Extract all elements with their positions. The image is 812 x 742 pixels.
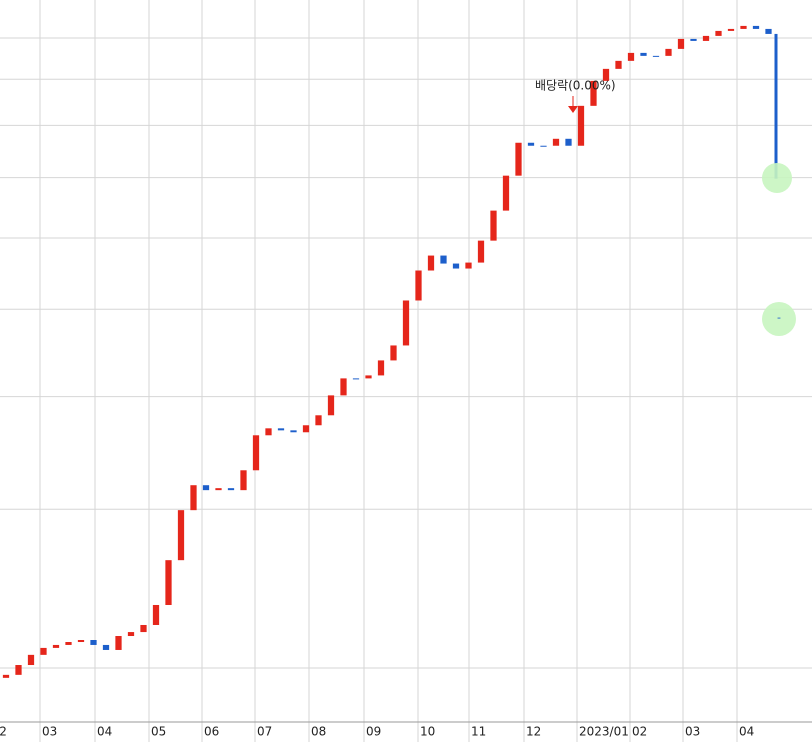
candle-body <box>252 435 260 471</box>
candles <box>2 25 778 678</box>
candle-body <box>677 38 685 49</box>
candle-body <box>402 300 410 346</box>
candle-body <box>627 52 635 61</box>
candle-body <box>2 674 10 678</box>
candle-body <box>515 142 522 176</box>
candle-body <box>227 488 235 491</box>
x-tick-label: 12 <box>526 725 541 739</box>
x-tick-label: 2 <box>0 725 7 739</box>
candle-body <box>715 30 722 36</box>
candle-body <box>52 644 60 648</box>
candle-body <box>365 375 372 379</box>
candle-body <box>177 510 185 561</box>
candle-body <box>215 488 222 491</box>
x-tick-label: 05 <box>151 725 166 739</box>
candle-body <box>152 604 160 625</box>
candle-body <box>615 60 622 69</box>
candle-body <box>15 665 22 675</box>
candle-body <box>490 210 497 241</box>
candle-body <box>127 632 135 637</box>
candle-body <box>577 105 585 146</box>
candle-body <box>102 644 110 650</box>
candle-body <box>140 624 147 633</box>
candle-body <box>540 145 547 147</box>
candle-body <box>327 395 335 416</box>
x-tick-label: 06 <box>204 725 219 739</box>
candle-body <box>465 262 472 269</box>
x-tick-label: 02 <box>632 725 647 739</box>
candle-body <box>190 485 197 511</box>
candle-body <box>765 28 772 34</box>
candle-body <box>452 263 460 269</box>
candle-body <box>640 52 647 56</box>
candle-body <box>265 428 272 436</box>
candle-body <box>315 415 322 426</box>
candle-body <box>477 240 485 263</box>
x-tick-label: 07 <box>257 725 272 739</box>
candle-body <box>740 25 747 29</box>
candle-body <box>277 428 285 431</box>
candle-body <box>727 28 735 31</box>
candle-body <box>302 425 310 433</box>
candle-body <box>240 470 247 491</box>
candle-body <box>690 38 697 41</box>
candle-body <box>115 636 122 650</box>
candle-body <box>377 360 385 376</box>
candle-body <box>290 430 297 433</box>
x-tick-label: 03 <box>42 725 57 739</box>
x-tick-label: 08 <box>311 725 326 739</box>
x-tick-label: 03 <box>685 725 700 739</box>
candle-body <box>552 138 560 146</box>
candle-body <box>652 55 660 57</box>
candle-body <box>340 378 347 396</box>
marker-label: - <box>777 311 781 324</box>
x-tick-label: 04 <box>97 725 112 739</box>
marker-circle <box>762 163 792 193</box>
overlay: 배당락(0.00%) <box>535 79 616 113</box>
candle-body <box>602 68 610 81</box>
x-tick-label: 04 <box>739 725 754 739</box>
candle-body <box>77 640 85 643</box>
marker-circle <box>762 302 796 336</box>
candle-body <box>665 48 672 56</box>
annotation-text: 배당락(0.00%) <box>535 79 616 93</box>
candle-body <box>65 642 72 645</box>
candle-body <box>27 654 35 666</box>
candle-body <box>590 80 597 106</box>
candle-body <box>774 33 778 179</box>
candle-body <box>352 378 360 380</box>
candle-body <box>165 560 172 605</box>
candle-body <box>202 485 210 491</box>
x-tick-label: 2023/01 <box>579 725 629 739</box>
candle-body <box>502 175 510 211</box>
candle-body <box>90 640 97 645</box>
candle-body <box>702 35 710 41</box>
candle-body <box>40 647 47 655</box>
candle-body <box>390 345 397 361</box>
candle-body <box>752 25 760 29</box>
candle-body <box>527 142 535 146</box>
candle-body <box>427 255 435 271</box>
x-tick-label: 10 <box>420 725 435 739</box>
candle-body <box>415 270 422 301</box>
candle-body <box>565 138 572 146</box>
x-tick-label: 09 <box>366 725 381 739</box>
x-tick-label: 11 <box>471 725 486 739</box>
candle-body <box>440 255 447 264</box>
annotation-arrow <box>568 106 578 113</box>
